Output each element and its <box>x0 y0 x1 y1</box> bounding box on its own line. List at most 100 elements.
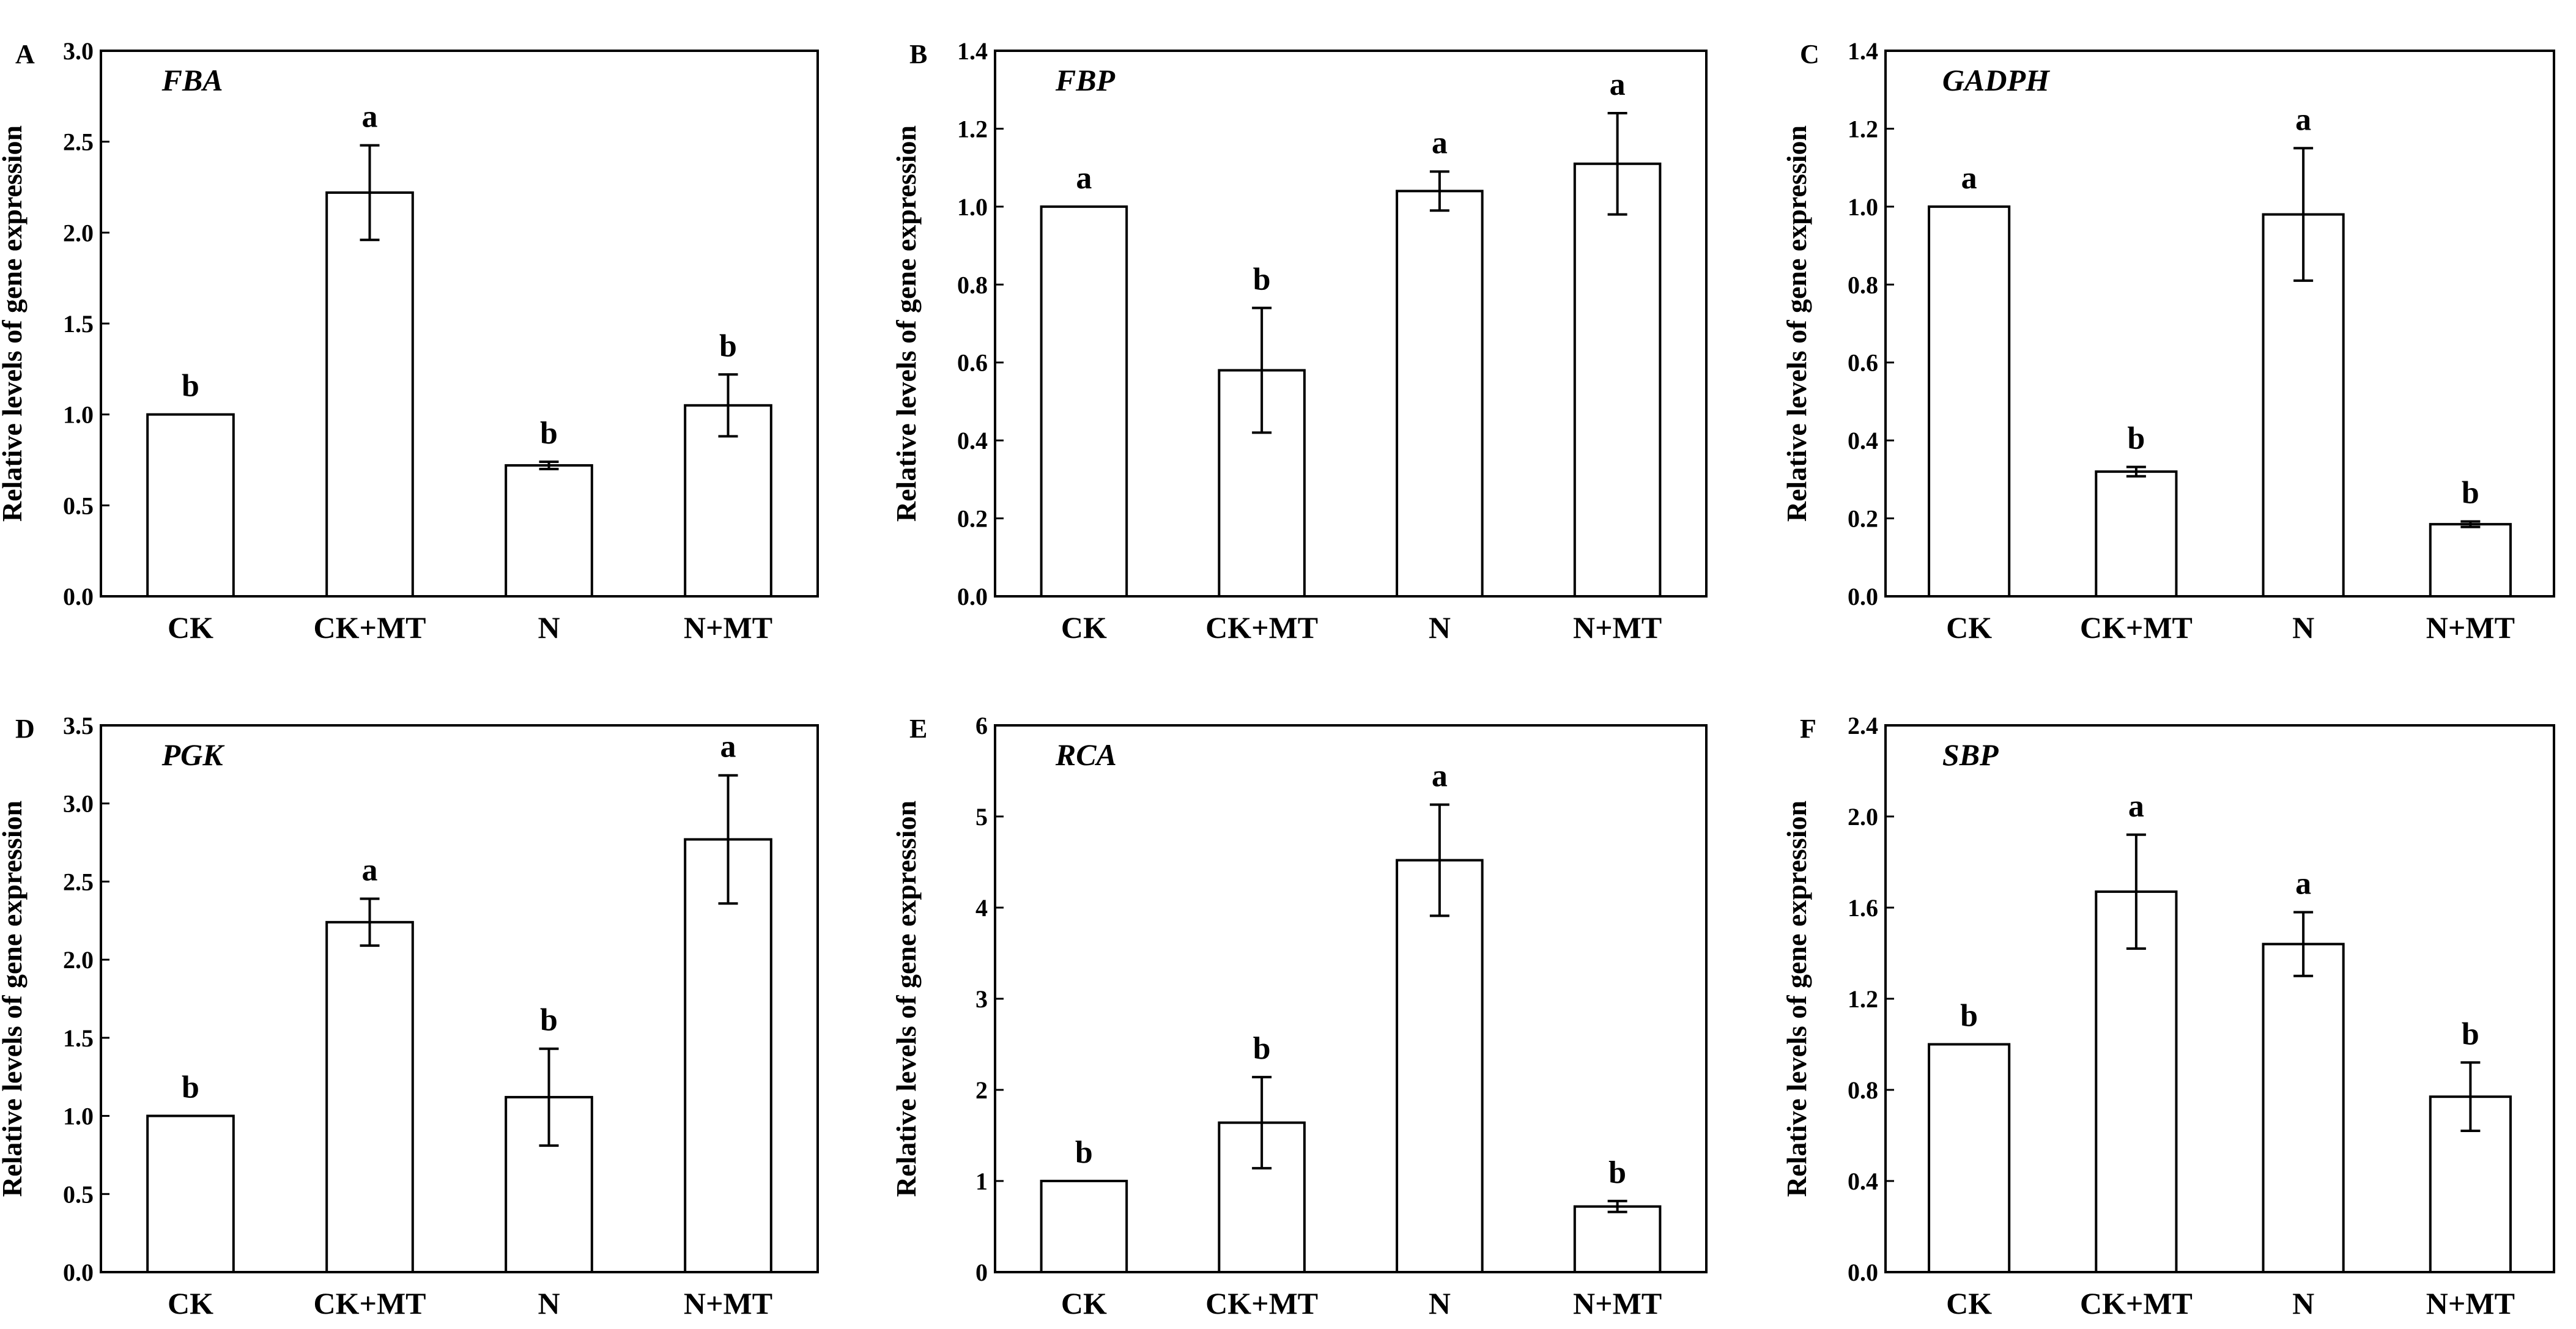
panel-e: 0 1 2 3 4 5 6 Relative levels of gene expressio… <box>890 712 1708 1320</box>
bar-n <box>1396 859 1484 1273</box>
bar-ck <box>1928 1043 2011 1273</box>
significance-label: b <box>1608 1155 1626 1190</box>
bar-ck <box>1040 1180 1128 1273</box>
y-axis-label: Relative levels of gene expression <box>0 125 28 522</box>
significance-label: b <box>1960 999 1978 1034</box>
gene-name-label: GADPH <box>1942 63 2051 97</box>
significance-label: b <box>1075 1135 1093 1170</box>
x-category-label: CK+MT <box>1205 1286 1318 1320</box>
bar-n <box>2262 942 2345 1273</box>
significance-label: a <box>2295 866 2311 901</box>
y-tick-label: 6 <box>975 712 988 739</box>
panel-c-frame <box>1884 50 2555 598</box>
y-tick-label: 1.2 <box>1848 115 1878 143</box>
y-tick-label: 0.8 <box>957 271 988 298</box>
y-tick-label: 3.0 <box>63 37 94 65</box>
panel-letter: E <box>909 714 927 744</box>
gene-name-label: FBP <box>1055 63 1116 97</box>
y-tick-label: 0.6 <box>957 349 988 377</box>
gene-name-label: RCA <box>1055 738 1117 772</box>
significance-label: b <box>182 1070 199 1105</box>
gene-name-label: SBP <box>1942 738 1999 772</box>
y-axis-label: Relative levels of gene expression <box>1781 801 1812 1197</box>
bar-ck-plus-mt <box>2095 890 2178 1274</box>
gene-name-label: FBA <box>161 63 223 97</box>
x-category-label: N+MT <box>684 1286 772 1320</box>
x-category-label: N <box>2292 610 2314 645</box>
y-tick-label: 0.8 <box>1848 1076 1878 1104</box>
significance-label: a <box>1432 126 1448 161</box>
y-tick-label: 0.4 <box>1848 1168 1878 1195</box>
y-tick-label: 1.0 <box>957 193 988 221</box>
y-tick-label: 1.0 <box>63 1103 94 1130</box>
bar-n <box>1396 190 1484 598</box>
y-tick-label: 0.8 <box>1848 271 1878 298</box>
y-tick-label: 0.4 <box>957 427 988 454</box>
significance-label: a <box>1961 161 1977 196</box>
y-tick-label: 1.0 <box>63 401 94 429</box>
x-category-label: CK <box>1061 1286 1107 1320</box>
panel-d: 0.0 0.5 1.0 1.5 2.0 2.5 3.0 3.5 Relative levels … <box>0 712 819 1320</box>
y-tick-label: 1.6 <box>1848 894 1878 922</box>
panel-c: 0.0 0.2 0.4 0.6 0.8 1.0 1.2 1.4 Relative levels … <box>1781 37 2555 645</box>
x-category-label: CK+MT <box>313 610 426 645</box>
x-category-label: CK+MT <box>1205 610 1318 645</box>
x-category-label: N <box>538 610 560 645</box>
y-tick-label: 2 <box>975 1076 988 1104</box>
y-tick-label: 1.2 <box>957 115 988 143</box>
x-category-label: CK <box>168 610 213 645</box>
bar-ck-plus-mt <box>325 920 414 1273</box>
panel-f: 0.0 0.4 0.8 1.2 1.6 2.0 2.4 Relative levels of … <box>1781 712 2555 1320</box>
x-category-label: CK <box>168 1286 213 1320</box>
x-category-label: CK+MT <box>2080 610 2193 645</box>
y-tick-label: 2.4 <box>1848 712 1878 739</box>
y-tick-label: 0.2 <box>957 505 988 533</box>
x-category-label: N+MT <box>684 610 772 645</box>
significance-label: a <box>1432 759 1448 794</box>
significance-label: b <box>2127 421 2145 456</box>
y-tick-label: 0.0 <box>1848 583 1878 610</box>
x-category-label: N+MT <box>1573 610 1662 645</box>
y-tick-label: 1.0 <box>1848 193 1878 221</box>
y-tick-label: 0.2 <box>1848 505 1878 533</box>
panel-letter: F <box>1800 714 1816 744</box>
y-tick-label: 0.0 <box>63 1259 94 1286</box>
x-category-label: CK+MT <box>2080 1286 2193 1320</box>
significance-label: b <box>182 369 199 404</box>
bar-ck <box>146 1114 235 1273</box>
bar-ck <box>1928 205 2011 598</box>
y-tick-label: 2.5 <box>63 868 94 895</box>
x-category-label: CK <box>1946 610 1992 645</box>
panel-a: 0.0 0.5 1.0 1.5 2.0 2.5 3.0 Relative levels of … <box>0 37 819 645</box>
x-category-label: CK+MT <box>313 1286 426 1320</box>
y-tick-label: 3.5 <box>63 712 94 739</box>
y-axis-label: Relative levels of gene expression <box>890 801 922 1197</box>
significance-label: b <box>1253 1031 1271 1066</box>
panel-letter: C <box>1800 39 1819 69</box>
panel-letter: A <box>15 39 35 69</box>
y-tick-label: 1.5 <box>63 310 94 338</box>
significance-label: a <box>1076 161 1092 196</box>
significance-label: a <box>362 100 378 135</box>
y-tick-label: 1 <box>975 1168 988 1195</box>
y-tick-label: 3 <box>975 985 988 1013</box>
y-tick-label: 0.6 <box>1848 349 1878 377</box>
bar-ck <box>146 413 235 598</box>
y-axis-label: Relative levels of gene expression <box>1781 125 1812 522</box>
panel-letter: D <box>15 714 35 744</box>
significance-label: a <box>2128 789 2144 824</box>
x-category-label: CK <box>1946 1286 1992 1320</box>
y-tick-label: 2.0 <box>1848 803 1878 831</box>
y-axis-label: Relative levels of gene expression <box>0 801 28 1197</box>
bar-n-plus-mt <box>1573 1205 1662 1273</box>
significance-label: b <box>1253 262 1271 297</box>
y-tick-label: 0.5 <box>63 492 94 519</box>
significance-label: b <box>540 1003 558 1038</box>
bar-n <box>2262 213 2345 598</box>
bar-n-plus-mt <box>684 838 772 1274</box>
y-tick-label: 5 <box>975 803 988 831</box>
significance-label: b <box>2462 1016 2479 1051</box>
y-tick-label: 0 <box>975 1259 988 1286</box>
y-tick-label: 0.0 <box>1848 1259 1878 1286</box>
